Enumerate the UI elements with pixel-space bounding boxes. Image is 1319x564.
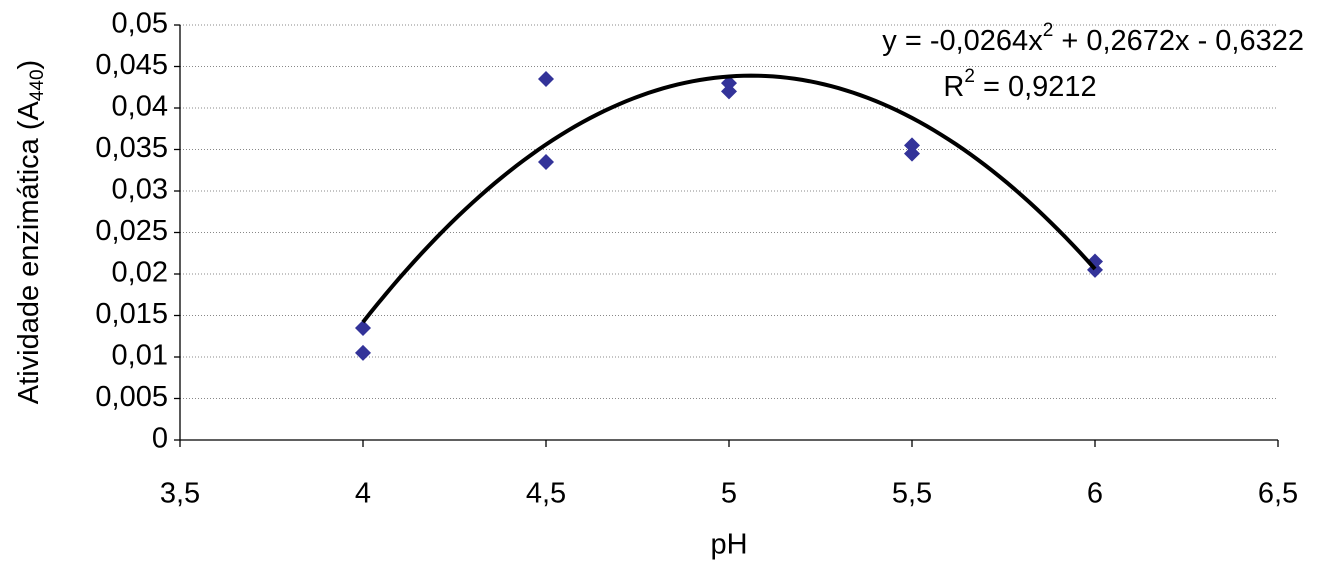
data-point (538, 153, 554, 170)
y-tick-label: 0,005 (95, 381, 168, 413)
r-squared-superscript: 2 (964, 66, 975, 87)
equation-superscript: 2 (1043, 20, 1054, 41)
equation-text: + 0,2672x - 0,6322 (1053, 25, 1304, 57)
y-tick-label: 0,05 (112, 8, 168, 40)
y-tick-label: 0,035 (95, 132, 168, 164)
x-axis-label: pH (710, 529, 747, 561)
x-tick-label: 5 (721, 478, 737, 510)
r-squared-text: = 0,9212 (975, 71, 1097, 103)
y-tick-label: 0 (152, 423, 168, 455)
plot-area (355, 70, 1103, 361)
y-tick-label: 0,045 (95, 49, 168, 81)
r-squared-text: R (943, 71, 964, 103)
x-tick-label: 6,5 (1258, 478, 1298, 510)
x-tick-label: 4,5 (526, 478, 566, 510)
data-point (538, 70, 554, 87)
x-tick-label: 5,5 (892, 478, 932, 510)
data-point (904, 137, 920, 154)
data-point (721, 75, 737, 92)
trendline (361, 73, 1097, 324)
r-squared: R2 = 0,9212 (943, 66, 1096, 103)
trendline-equation: y = -0,0264x2 + 0,2672x - 0,6322 (882, 20, 1304, 57)
data-point (355, 344, 371, 361)
equation-text: y = -0,0264x (882, 25, 1043, 57)
y-axis-label-text: ) (13, 60, 45, 70)
x-tick-label: 3,5 (160, 478, 200, 510)
data-point (355, 319, 371, 336)
y-tick-label: 0,04 (112, 91, 168, 123)
x-tick-label: 4 (355, 478, 371, 510)
y-axis-label: Atividade enzimática (A440) (13, 60, 48, 404)
y-axis-label-text: Atividade enzimática (A (13, 101, 45, 405)
y-axis-label-subscript: 440 (27, 69, 48, 101)
x-tick-label: 6 (1087, 478, 1103, 510)
y-tick-label: 0,03 (112, 174, 168, 206)
data-point (721, 83, 737, 100)
data-point (904, 145, 920, 162)
y-tick-label: 0,02 (112, 257, 168, 289)
y-tick-label: 0,01 (112, 340, 168, 372)
y-tick-label: 0,015 (95, 298, 168, 330)
y-tick-label: 0,025 (95, 215, 168, 247)
